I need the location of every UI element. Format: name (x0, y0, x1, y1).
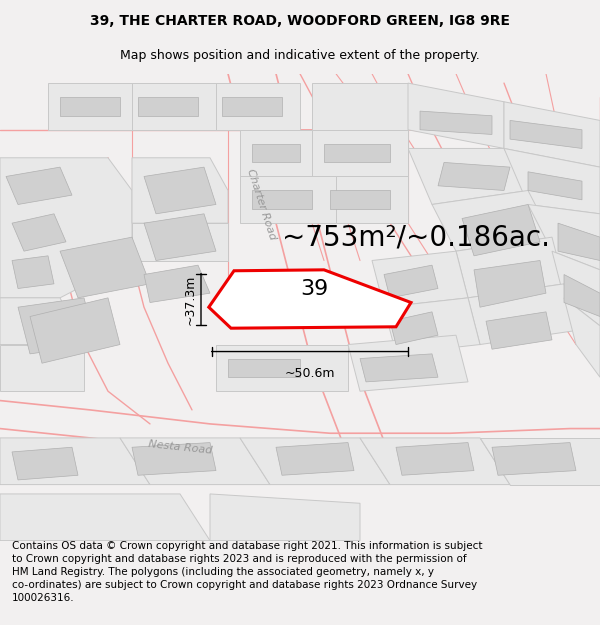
Polygon shape (492, 442, 576, 475)
Polygon shape (48, 83, 132, 130)
Polygon shape (240, 438, 390, 484)
Polygon shape (0, 344, 84, 391)
Polygon shape (336, 176, 408, 223)
Polygon shape (132, 83, 216, 130)
Text: 39: 39 (300, 279, 328, 299)
Polygon shape (30, 298, 120, 363)
Polygon shape (564, 274, 600, 316)
Polygon shape (132, 158, 228, 223)
Polygon shape (252, 191, 312, 209)
Polygon shape (144, 214, 216, 261)
Polygon shape (240, 176, 336, 223)
Polygon shape (312, 83, 408, 130)
Polygon shape (252, 144, 300, 162)
Polygon shape (480, 438, 600, 484)
Polygon shape (438, 162, 510, 191)
Polygon shape (468, 284, 576, 344)
Polygon shape (60, 97, 120, 116)
Polygon shape (240, 130, 312, 176)
Polygon shape (324, 144, 390, 162)
Polygon shape (144, 167, 216, 214)
Text: 39, THE CHARTER ROAD, WOODFORD GREEN, IG8 9RE: 39, THE CHARTER ROAD, WOODFORD GREEN, IG… (90, 14, 510, 28)
Polygon shape (348, 335, 468, 391)
Polygon shape (12, 256, 54, 289)
Text: ~753m²/~0.186ac.: ~753m²/~0.186ac. (282, 223, 550, 251)
Text: ~37.3m: ~37.3m (184, 274, 197, 324)
Text: Map shows position and indicative extent of the property.: Map shows position and indicative extent… (120, 49, 480, 62)
Text: ~50.6m: ~50.6m (284, 368, 335, 381)
Polygon shape (330, 191, 390, 209)
Polygon shape (432, 191, 552, 251)
Polygon shape (120, 438, 270, 484)
Polygon shape (209, 270, 411, 328)
Polygon shape (18, 298, 96, 354)
Polygon shape (132, 442, 216, 475)
Polygon shape (408, 149, 528, 204)
Polygon shape (504, 102, 600, 167)
Polygon shape (276, 442, 354, 475)
Polygon shape (420, 111, 492, 134)
Polygon shape (228, 359, 300, 378)
Polygon shape (462, 204, 540, 256)
Polygon shape (222, 97, 282, 116)
Polygon shape (504, 149, 600, 214)
Text: Charter Road: Charter Road (245, 168, 277, 241)
Polygon shape (216, 83, 300, 130)
Polygon shape (0, 158, 132, 298)
Text: Contains OS data © Crown copyright and database right 2021. This information is : Contains OS data © Crown copyright and d… (12, 541, 482, 603)
Polygon shape (360, 354, 438, 382)
Polygon shape (210, 494, 360, 541)
Polygon shape (138, 97, 198, 116)
Polygon shape (0, 438, 150, 484)
Polygon shape (486, 312, 552, 349)
Polygon shape (408, 83, 504, 149)
Text: Nesta Road: Nesta Road (148, 439, 212, 456)
Polygon shape (12, 448, 78, 480)
Polygon shape (456, 237, 564, 298)
Polygon shape (0, 494, 210, 541)
Polygon shape (12, 214, 66, 251)
Polygon shape (216, 344, 348, 391)
Polygon shape (510, 121, 582, 149)
Polygon shape (396, 442, 474, 475)
Polygon shape (372, 251, 468, 307)
Polygon shape (0, 298, 84, 344)
Polygon shape (312, 130, 408, 176)
Polygon shape (390, 312, 438, 344)
Polygon shape (132, 223, 228, 261)
Polygon shape (384, 265, 438, 298)
Polygon shape (384, 298, 480, 354)
Polygon shape (360, 438, 510, 484)
Polygon shape (6, 167, 72, 204)
Polygon shape (474, 261, 546, 307)
Polygon shape (528, 172, 582, 200)
Polygon shape (144, 265, 210, 302)
Polygon shape (564, 298, 600, 378)
Polygon shape (552, 251, 600, 326)
Polygon shape (558, 223, 600, 261)
Polygon shape (528, 204, 600, 270)
Polygon shape (60, 237, 150, 298)
